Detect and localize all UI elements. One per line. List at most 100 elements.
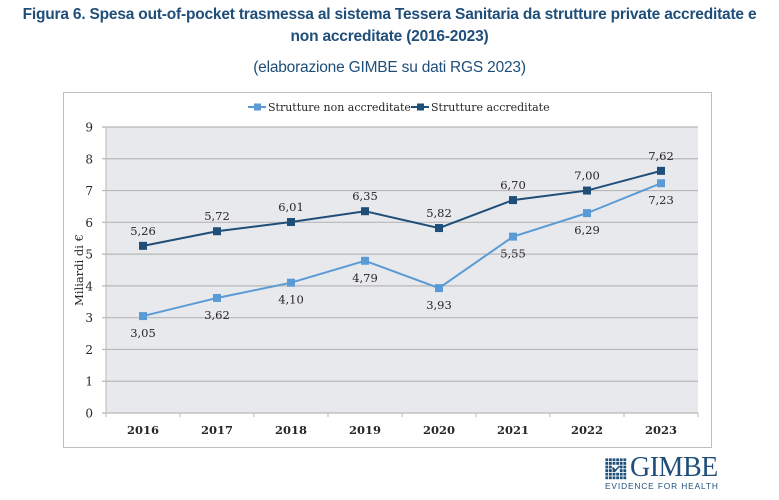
data-point <box>361 207 369 216</box>
x-tick-label: 2017 <box>201 423 233 437</box>
logo-cell <box>609 472 612 476</box>
series-group: 3,05 3,62 4,10 4,79 3,93 5,55 6,29 7,23 5,26 5,72… <box>130 149 674 340</box>
figure-title-line1: Figura 6. Spesa out-of-pocket trasmessa … <box>22 6 757 23</box>
data-label: 6,70 <box>500 178 526 192</box>
logo-tagline: EVIDENCE FOR HEALTH <box>605 481 719 491</box>
data-label: 7,00 <box>574 169 600 183</box>
y-axis-ticks: 0 1 2 3 4 5 6 7 8 9 <box>85 121 93 421</box>
gridlines <box>102 126 699 417</box>
y-axis-label: Miliardi di € <box>72 234 86 306</box>
y-tick-label: 1 <box>85 375 93 389</box>
logo-cell <box>623 458 627 462</box>
data-point <box>287 218 295 227</box>
data-point <box>583 209 591 218</box>
data-label: 4,79 <box>352 271 378 285</box>
data-point <box>657 166 665 175</box>
data-point <box>213 293 221 302</box>
y-tick-label: 8 <box>85 152 93 166</box>
data-label: 5,26 <box>130 224 156 238</box>
gimbe-logo: GIMBE EVIDENCE FOR HEALTH <box>603 452 719 492</box>
data-point <box>657 179 665 188</box>
logo-cell <box>619 472 623 476</box>
x-tick-label: 2016 <box>127 423 159 437</box>
grid-logo-icon <box>605 458 627 480</box>
x-tick-label: 2018 <box>275 423 307 437</box>
legend-label: Strutture non accreditate <box>268 101 411 114</box>
logo-cell <box>605 472 609 476</box>
logo-cell <box>612 458 616 462</box>
data-label: 5,72 <box>204 209 230 223</box>
data-label: 5,55 <box>500 247 526 261</box>
y-tick-label: 4 <box>85 279 93 293</box>
figure-subtitle: (elaborazione GIMBE su dati RGS 2023) <box>253 59 526 76</box>
data-label: 6,35 <box>352 189 378 203</box>
data-point <box>509 196 517 205</box>
data-label: 7,62 <box>648 149 674 163</box>
logo-cell <box>616 469 619 472</box>
legend-marker-1 <box>417 103 424 111</box>
y-tick-label: 7 <box>85 184 93 198</box>
data-point <box>287 278 295 287</box>
x-tick-label: 2022 <box>571 423 603 437</box>
data-label: 3,05 <box>130 326 156 340</box>
logo-cell <box>605 462 609 465</box>
logo-cell <box>612 472 616 476</box>
logo-cell <box>616 472 619 476</box>
logo-cell <box>616 462 619 465</box>
logo-cell <box>619 462 623 465</box>
series-line-0 <box>142 182 662 318</box>
logo-cell <box>623 465 627 469</box>
series-line-1 <box>142 169 662 247</box>
plot-area <box>106 127 698 413</box>
logo-cell <box>623 469 627 472</box>
data-point <box>139 312 147 321</box>
data-point <box>139 241 147 250</box>
y-tick-label: 6 <box>85 216 93 230</box>
logo-cell <box>619 476 623 480</box>
logo-name: GIMBE <box>630 452 718 483</box>
logo-cell <box>609 465 612 469</box>
logo-cell <box>609 462 612 465</box>
logo-cell <box>623 472 627 476</box>
logo-cell <box>605 458 609 462</box>
data-point <box>583 186 591 195</box>
logo-cell <box>609 469 612 472</box>
logo-cell <box>609 476 612 480</box>
logo-check <box>611 465 621 472</box>
legend-marker-0 <box>254 103 261 111</box>
y-tick-label: 0 <box>85 407 93 421</box>
data-label: 3,93 <box>426 298 452 312</box>
y-tick-label: 3 <box>85 311 93 325</box>
x-tick-label: 2020 <box>423 423 455 437</box>
data-label: 7,23 <box>648 193 674 207</box>
logo-cell <box>616 476 619 480</box>
y-tick-label: 5 <box>85 248 93 262</box>
legend: Strutture non accreditate Strutture accre… <box>248 101 550 114</box>
figure-title-line2: non accreditate (2016-2023) <box>290 28 489 45</box>
logo-cell <box>623 476 627 480</box>
x-tick-label: 2023 <box>645 423 677 437</box>
y-tick-label: 2 <box>85 343 93 357</box>
logo-cell <box>612 462 616 465</box>
data-point <box>361 256 369 265</box>
legend-label: Strutture accreditate <box>431 101 550 114</box>
data-label: 3,62 <box>204 308 230 322</box>
data-label: 6,01 <box>278 200 304 214</box>
data-point <box>435 284 443 293</box>
data-point <box>509 232 517 241</box>
logo-cell <box>619 469 623 472</box>
y-tick-label: 9 <box>85 121 93 135</box>
data-label: 5,82 <box>426 206 452 220</box>
data-point <box>435 224 443 233</box>
data-point <box>213 227 221 236</box>
data-label: 6,29 <box>574 223 600 237</box>
logo-cell <box>619 458 623 462</box>
data-label: 4,10 <box>278 293 304 307</box>
logo-cell <box>609 458 612 462</box>
logo-cell <box>612 469 616 472</box>
logo-cell <box>616 458 619 462</box>
logo-cell <box>612 476 616 480</box>
x-tick-label: 2021 <box>497 423 529 437</box>
x-axis-ticks: 2016 2017 2018 2019 2020 2021 2022 2023 <box>127 423 677 437</box>
